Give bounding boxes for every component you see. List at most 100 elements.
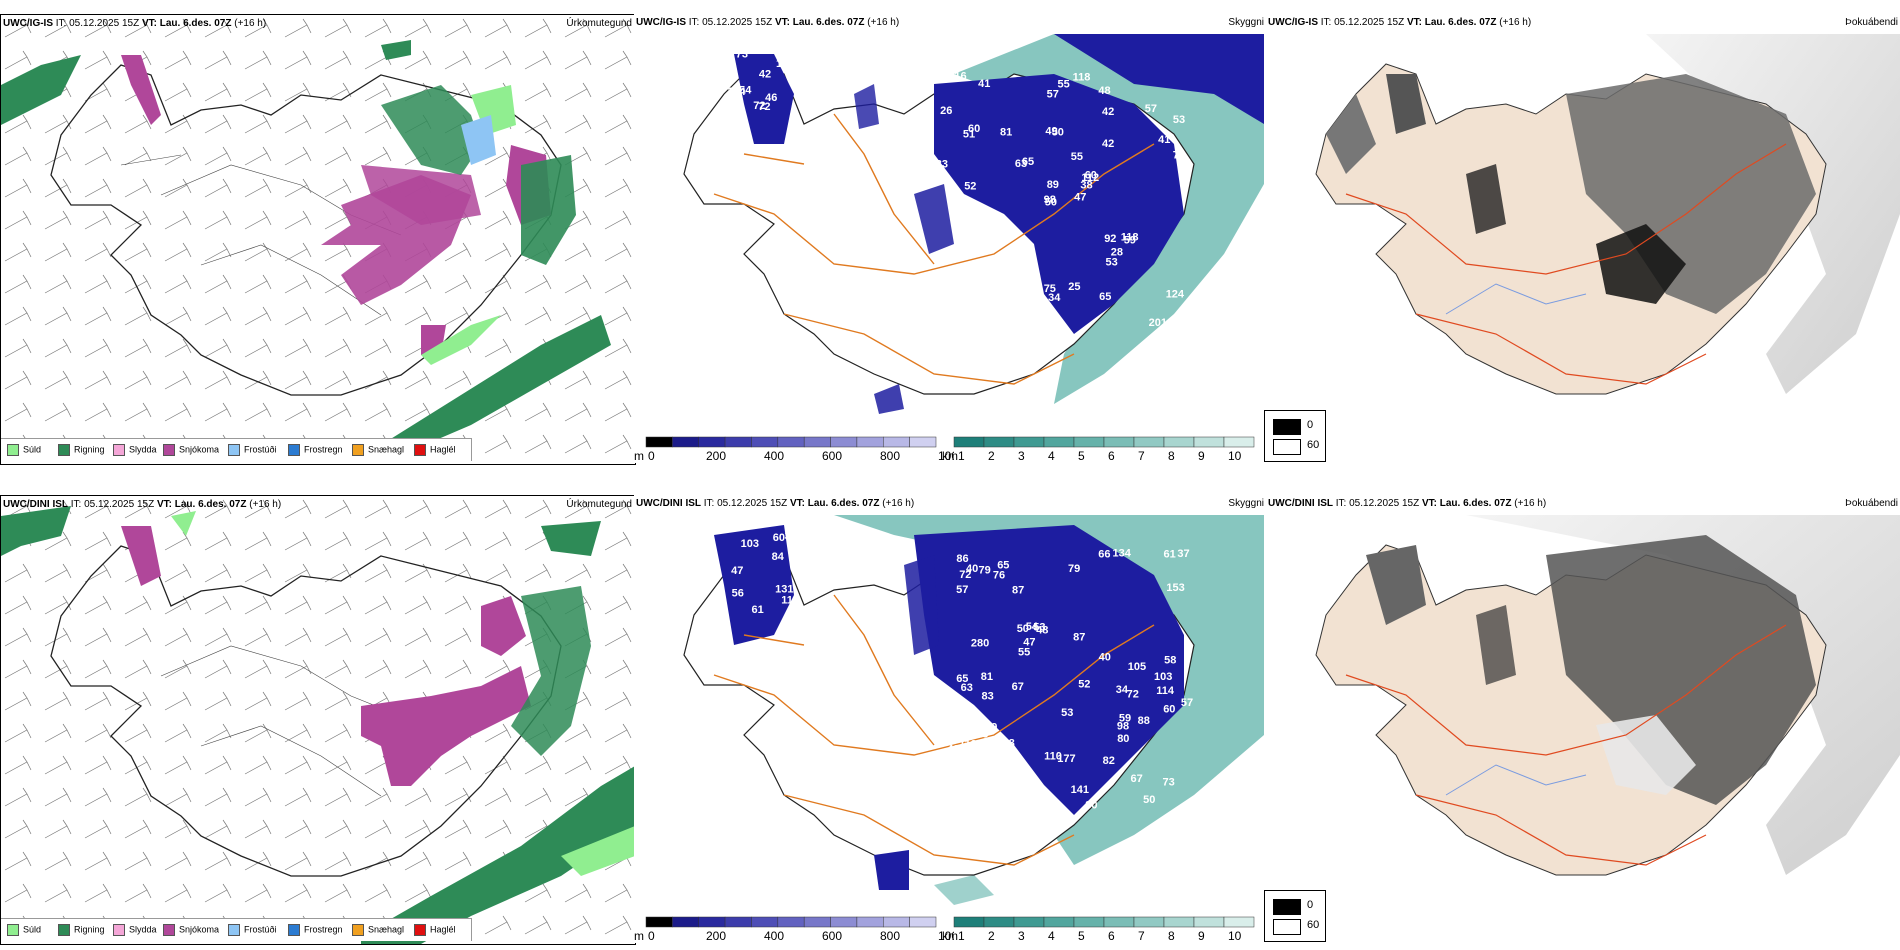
fog-map-bottom (1315, 515, 1900, 876)
visibility-value: 34 (956, 323, 969, 335)
visibility-value: 113 (781, 595, 799, 607)
visibility-panel-bottom: 131 114 273 65 48 67 113 60 50 80 57 65 72 73 61 58 53 52… (634, 495, 1264, 943)
colorbar-swatch (909, 916, 937, 928)
visibility-map-bottom: 131 114 273 65 48 67 113 60 50 80 57 65 72 73 61 58 53 52… (683, 515, 1264, 905)
visibility-value: 50 (1017, 623, 1029, 635)
visibility-value: 153 (776, 58, 794, 70)
visibility-value: 37 (1177, 548, 1189, 560)
colorbar-swatch (883, 436, 910, 448)
colorbar-tick: 2 (988, 929, 995, 943)
visibility-value: 80 (1117, 733, 1129, 745)
precip-legend: Súld Rigning Slydda Snjókoma Frostúði Fr… (1, 918, 472, 941)
visibility-value: 72 (1127, 689, 1139, 701)
colorbar-swatch (645, 436, 673, 448)
visibility-value: 38 (1080, 180, 1092, 192)
visibility-value: 40 (1001, 314, 1013, 326)
visibility-value: 54 (1026, 621, 1039, 633)
colorbar-swatch (645, 916, 673, 928)
visibility-value: 60 (1163, 704, 1175, 716)
colorbar-swatch (1073, 916, 1105, 928)
visibility-value: 40 (966, 563, 978, 575)
visibility-value: 52 (977, 321, 989, 333)
visibility-value: 38 (785, 530, 797, 542)
colorbar-swatch (953, 916, 985, 928)
colorbar-tick: 0 (648, 449, 655, 463)
visibility-value: 41 (978, 78, 990, 90)
colorbar-swatch (1073, 436, 1105, 448)
init-time: 05.12.2025 15Z (69, 18, 140, 29)
visibility-value: 26 (940, 105, 952, 117)
visibility-value: 141 (1071, 784, 1089, 796)
visibility-value: 50 (1052, 126, 1064, 138)
visibility-value: 125 (970, 729, 988, 741)
visibility-value: 59 (1119, 713, 1131, 725)
colorbar-swatch (1103, 916, 1135, 928)
colorbar-swatch (803, 436, 831, 448)
visibility-value: 57 (1047, 88, 1059, 100)
visibility-value: 39 (985, 721, 997, 733)
visibility-value: 48 (1098, 85, 1110, 97)
visibility-numbers-top: 7251504611251484242474150525372425249555… (727, 49, 1185, 335)
colorbar-tick: 200 (706, 929, 726, 943)
colorbar-tick: 3 (1018, 449, 1025, 463)
visibility-value: 77 (994, 295, 1006, 307)
precip-panel-bottom: UWC/DINI ISL IT: 05.12.2025 15Z VT: Lau.… (0, 495, 636, 945)
colorbar-tick: 9 (1198, 929, 1205, 943)
colorbar-swatch (909, 436, 937, 448)
colorbar-tick: 1 (958, 449, 965, 463)
visibility-value: 55 (1071, 151, 1083, 163)
colorbar-swatch (1223, 436, 1255, 448)
colorbar-tick: 2 (988, 449, 995, 463)
colorbar-tick: 7 (1138, 929, 1145, 943)
colorbar-tick: 800 (880, 929, 900, 943)
visibility-value: 55 (1058, 79, 1070, 91)
colorbar-swatch (856, 436, 884, 448)
visibility-value: 55 (972, 266, 984, 278)
colorbar-m-top: m0 200 400 600 800 1000 (634, 436, 954, 463)
visibility-value: 52 (964, 181, 976, 193)
colorbar-m-bottom: m0 200 400 600 800 1000 (634, 916, 954, 943)
visibility-value: 92 (1104, 233, 1116, 245)
visibility-value: 60 (773, 532, 785, 544)
colorbar-swatch (1013, 916, 1045, 928)
colorbar-tick: 600 (822, 449, 842, 463)
visibility-value: 42 (759, 69, 771, 81)
visibility-value: 153 (1166, 582, 1184, 594)
colorbar-swatch (698, 916, 726, 928)
visibility-value: 86 (956, 553, 968, 565)
visibility-value: 51 (1005, 268, 1017, 280)
visibility-value: 98 (1044, 194, 1056, 206)
colorbar-swatch (1223, 916, 1255, 928)
visibility-value: 34 (1116, 684, 1129, 696)
visibility-numbers-bottom: 131 114 273 65 48 67 113 60 50 80 57 65 72 73 61 58 53 52… (731, 530, 1193, 811)
fog-map-top (1315, 34, 1900, 395)
visibility-value: 46 (954, 294, 966, 306)
visibility-value: 103 (1154, 671, 1172, 683)
colorbar-tick: 1000 (938, 449, 954, 463)
visibility-value: 67 (1012, 681, 1024, 693)
colorbar-tick: 4 (1048, 929, 1055, 943)
colorbar-tick: 400 (764, 449, 784, 463)
colorbar-tick: 800 (880, 449, 900, 463)
colorbar-tick: 8 (1168, 929, 1175, 943)
visibility-value: 75 (1044, 283, 1056, 295)
visibility-value: 65 (1022, 156, 1034, 168)
visibility-value: 25 (1068, 281, 1080, 293)
visibility-value: 89 (1047, 179, 1059, 191)
visibility-value: 53 (1106, 257, 1118, 269)
panel-title: Úrkomutegund (566, 18, 632, 29)
colorbar-swatch (1043, 916, 1075, 928)
colorbar-swatch (830, 436, 858, 448)
visibility-value: 124 (1166, 289, 1185, 301)
visibility-value: 53 (1173, 114, 1185, 126)
precip-legend: Súld Rigning Slydda Snjókoma Frostúði Fr… (1, 438, 472, 461)
visibility-value: 33 (936, 159, 948, 171)
visibility-value: 118 (1073, 71, 1091, 83)
visibility-value: 57 (956, 584, 968, 596)
colorbar-swatch (724, 436, 752, 448)
colorbar-swatch (1163, 916, 1195, 928)
visibility-value: 110 (1044, 751, 1062, 763)
visibility-value: 41 (1158, 134, 1170, 146)
visibility-value: 98 (1117, 721, 1129, 733)
visibility-value: 61 (1164, 548, 1176, 560)
